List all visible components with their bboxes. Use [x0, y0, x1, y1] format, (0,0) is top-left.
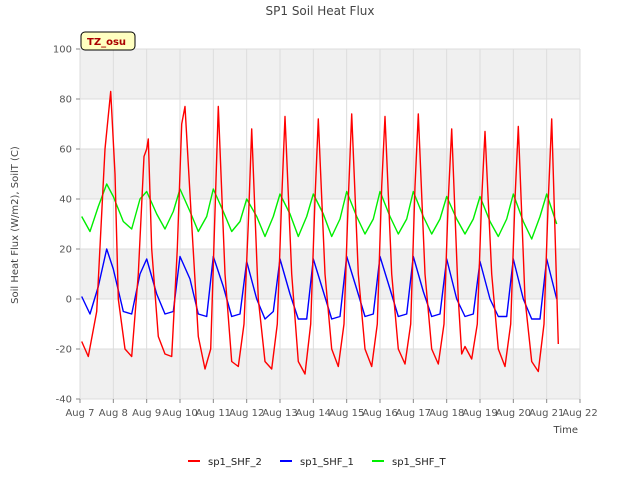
legend-label: sp1_SHF_T	[392, 457, 447, 468]
x-tick-label: Aug 13	[262, 408, 297, 419]
x-tick-label: Aug 20	[496, 408, 531, 419]
x-tick-label: Aug 9	[132, 408, 161, 419]
tz-tag-label: TZ_osu	[87, 37, 126, 48]
x-tick-label: Aug 19	[462, 408, 497, 419]
y-tick-label: 0	[66, 295, 72, 306]
y-axis-title: Soil Heat Flux (W/m2), SoilT (C)	[10, 146, 21, 304]
x-tick-label: Aug 15	[329, 408, 364, 419]
y-tick-label: 20	[59, 245, 72, 256]
y-tick-label: -20	[56, 345, 72, 356]
y-tick-label: 40	[59, 195, 72, 206]
plot-area	[79, 48, 581, 400]
x-tick-label: Aug 11	[196, 408, 231, 419]
grid-band	[80, 349, 580, 399]
grid-band	[80, 149, 580, 199]
chart-title: SP1 Soil Heat Flux	[266, 4, 375, 18]
y-tick-label: 60	[59, 145, 72, 156]
legend-label: sp1_SHF_2	[208, 457, 262, 468]
tz-tag: TZ_osu	[80, 31, 136, 51]
x-tick-label: Aug 18	[429, 408, 464, 419]
series-line-sp1_SHF_2	[81, 90, 559, 375]
plot-background	[80, 49, 580, 399]
series-line-sp1_SHF_1	[81, 248, 558, 320]
x-tick-label: Aug 17	[396, 408, 431, 419]
x-tick-label: Aug 10	[162, 408, 197, 419]
grid-band	[80, 49, 580, 99]
legend-label: sp1_SHF_1	[300, 457, 354, 468]
grid-band	[80, 249, 580, 299]
series-lines	[81, 90, 559, 375]
y-tick-label: -40	[56, 395, 72, 406]
x-tick-label: Aug 12	[229, 408, 264, 419]
x-tick-label: Aug 22	[562, 408, 597, 419]
y-axis: -40 -20 0 20 40 60 80 100	[53, 45, 80, 406]
x-tick-label: Aug 16	[362, 408, 397, 419]
x-tick-label: Aug 21	[529, 408, 564, 419]
legend: sp1_SHF_2 sp1_SHF_1 sp1_SHF_T	[188, 457, 447, 468]
y-tick-label: 100	[53, 45, 72, 56]
x-tick-label: Aug 14	[296, 408, 331, 419]
y-tick-label: 80	[59, 95, 72, 106]
x-tick-label: Aug 8	[99, 408, 128, 419]
series-line-sp1_SHF_T	[81, 183, 558, 240]
tz-tag-box	[80, 31, 136, 51]
x-axis-title: Time	[553, 425, 578, 436]
x-tick-label: Aug 7	[65, 408, 94, 419]
